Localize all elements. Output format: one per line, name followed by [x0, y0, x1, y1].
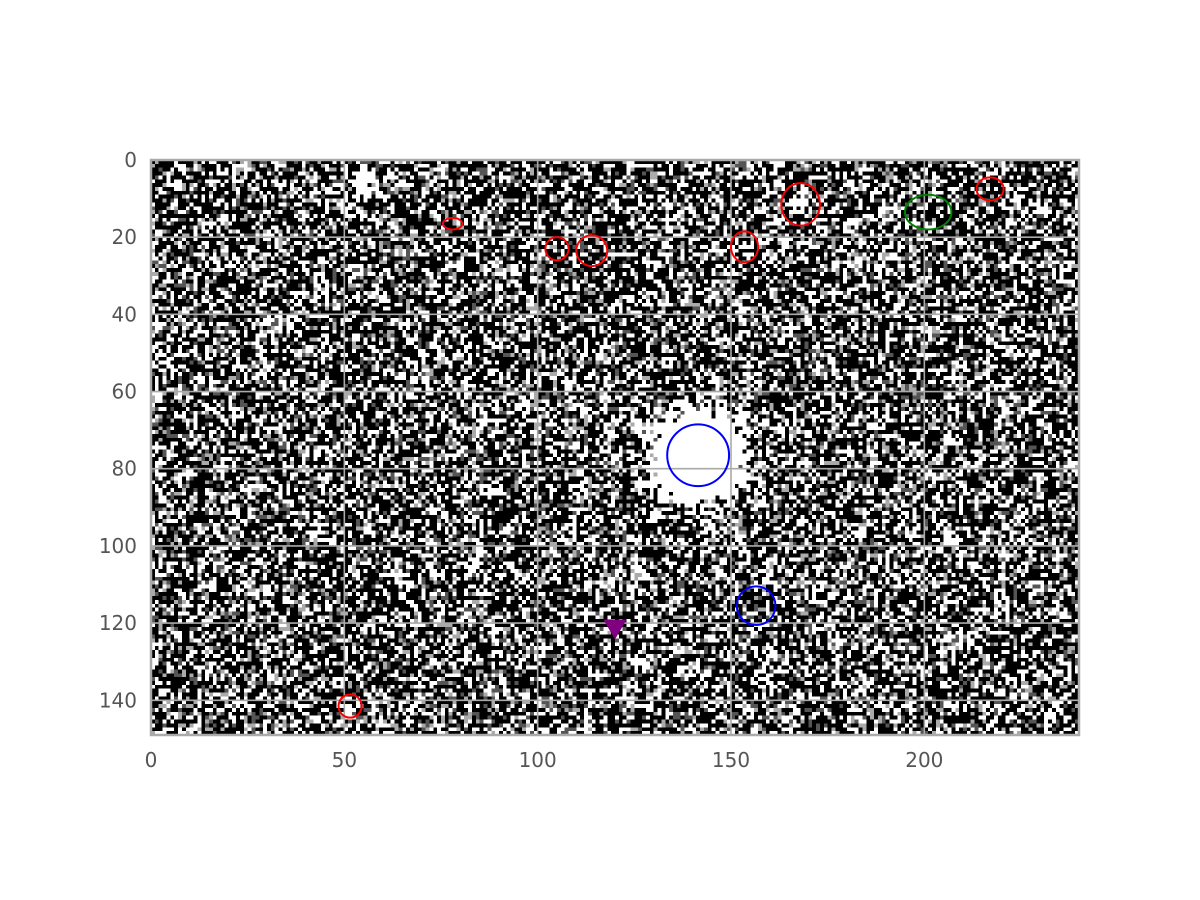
marker-ellipse	[575, 234, 609, 268]
marker-ellipse	[730, 230, 760, 264]
markers	[337, 176, 1005, 719]
marker-ellipse	[544, 236, 570, 262]
y-tick-label: 60	[112, 380, 137, 404]
y-tick-label: 100	[99, 534, 137, 558]
y-tick-label: 120	[99, 611, 137, 635]
marker-ellipse	[735, 585, 777, 627]
marker-ellipse	[441, 216, 464, 231]
marker-ellipse	[780, 182, 821, 227]
y-ticks: 0 20 40 60 80 100 120 140	[99, 148, 137, 712]
marker-ellipse	[975, 176, 1005, 202]
y-tick-label: 0	[124, 148, 137, 172]
x-tick-label: 100	[519, 748, 557, 772]
axes-frame	[149, 158, 1081, 737]
y-tick-label: 80	[112, 457, 137, 481]
marker-triangle	[603, 619, 627, 640]
x-ticks: 0 50 100 150 200	[145, 748, 944, 772]
x-tick-label: 200	[905, 748, 943, 772]
marker-ellipse	[904, 193, 953, 231]
y-tick-label: 40	[112, 302, 137, 326]
image-layer	[151, 160, 1079, 735]
y-tick-label: 140	[99, 688, 137, 712]
marker-ellipse	[666, 423, 731, 488]
marker-ellipse	[337, 693, 363, 719]
x-tick-label: 150	[712, 748, 750, 772]
sky-image	[151, 160, 1079, 735]
x-tick-label: 50	[332, 748, 357, 772]
x-tick-label: 0	[145, 748, 158, 772]
y-tick-label: 20	[112, 225, 137, 249]
